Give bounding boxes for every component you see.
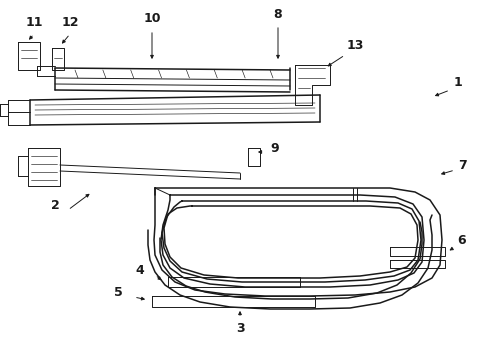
Text: 10: 10 xyxy=(143,12,161,24)
Text: 6: 6 xyxy=(458,234,466,247)
Text: 13: 13 xyxy=(346,39,364,51)
Text: 12: 12 xyxy=(61,15,79,28)
Text: 9: 9 xyxy=(270,141,279,154)
Text: 11: 11 xyxy=(25,15,43,28)
Text: 4: 4 xyxy=(136,264,145,276)
Text: 1: 1 xyxy=(454,76,463,89)
Text: 8: 8 xyxy=(274,8,282,21)
Text: 5: 5 xyxy=(114,287,122,300)
Text: 7: 7 xyxy=(458,158,466,171)
Text: 3: 3 xyxy=(236,321,245,334)
Text: 2: 2 xyxy=(50,198,59,212)
